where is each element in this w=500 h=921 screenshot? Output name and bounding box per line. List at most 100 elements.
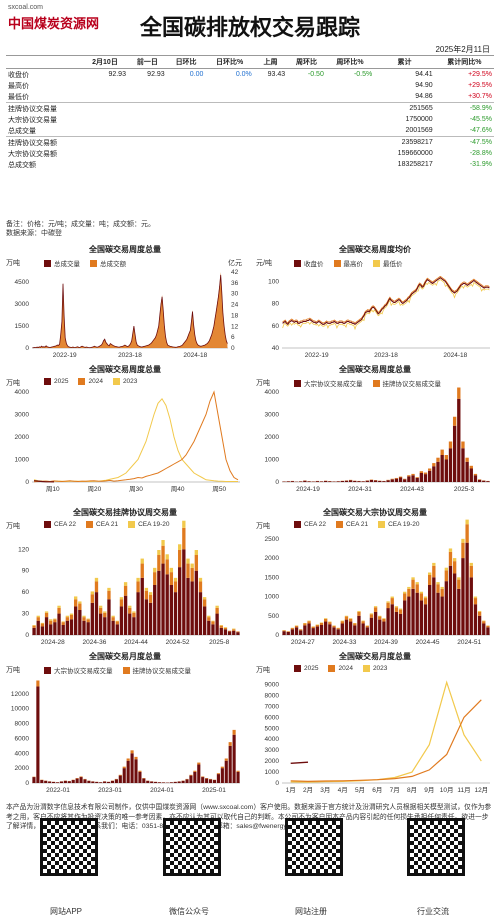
row-label: 最高价	[8, 82, 29, 90]
table-cell	[287, 91, 326, 103]
table-cell: +29.5%	[468, 71, 492, 78]
bar	[207, 617, 211, 621]
table-cell: 94.86	[415, 93, 433, 100]
table-cell: +30.7%	[468, 93, 492, 100]
table-cell	[326, 125, 374, 137]
x-tick-label: 2024-52	[166, 639, 190, 646]
bar	[82, 617, 86, 621]
table-cell: -28.8%	[469, 150, 492, 157]
y-tick-label: 120	[18, 546, 29, 553]
x-tick-label: 2月	[303, 786, 313, 794]
bar	[111, 615, 115, 618]
bar	[469, 577, 473, 635]
legend-swatch	[372, 379, 380, 387]
bar	[207, 620, 211, 635]
table-row: 总成交量 2001569 -47.6%	[6, 125, 494, 137]
table-cell: -0.50	[307, 71, 324, 78]
x-tick-label: 6月	[372, 786, 382, 794]
bar	[419, 471, 424, 473]
bar	[53, 619, 57, 623]
bar	[178, 567, 182, 635]
bar	[140, 577, 144, 635]
bar	[182, 520, 186, 528]
bar	[103, 611, 107, 613]
bar	[36, 617, 40, 621]
bar	[74, 599, 78, 607]
table-cell	[205, 103, 253, 115]
legend-entry: 大宗协议交易成交量	[44, 665, 113, 675]
bar	[224, 758, 228, 761]
bar	[390, 479, 394, 482]
bar	[398, 608, 403, 610]
bar	[194, 550, 198, 555]
bar	[61, 622, 65, 625]
bar	[415, 582, 419, 585]
bar	[232, 729, 236, 735]
bar	[457, 398, 461, 482]
bar	[348, 621, 353, 635]
bar	[477, 611, 482, 616]
chart-legend: 2025 2024 2023	[294, 665, 387, 672]
bar	[315, 624, 320, 627]
bar	[103, 781, 107, 783]
column-header: 累计同比%	[434, 55, 494, 69]
chart-title: 全国碳交易周度总量	[89, 365, 161, 374]
table-cell	[205, 125, 253, 137]
chart-svg: 0 30 60 90 120 2024-28 2024-36 2024-44 2024-52 20…	[18, 520, 240, 646]
x-tick-label: 4月	[338, 786, 348, 794]
legend-entry: 2024	[328, 665, 353, 672]
bar	[161, 540, 165, 546]
legend-label: 2025	[54, 378, 69, 385]
bar	[423, 596, 428, 599]
table-cell	[167, 159, 206, 170]
bar	[415, 477, 419, 482]
bar	[219, 625, 223, 626]
x-tick-label: 周30	[129, 485, 143, 493]
legend-swatch	[90, 259, 97, 267]
bar	[198, 577, 203, 582]
bar	[419, 593, 424, 601]
bar	[415, 584, 419, 593]
x-tick-label: 2023-01	[98, 787, 122, 794]
bar	[202, 599, 207, 607]
bar	[311, 626, 315, 629]
table-row: 收盘价 92.93 92.93 0.00 0.0% 93.43 -0.50 -0.5% 94.4…	[6, 69, 494, 81]
bar	[286, 631, 290, 632]
series-line	[282, 277, 490, 326]
bar	[378, 615, 382, 617]
bar	[382, 621, 386, 635]
bar	[201, 777, 205, 783]
column-header: 2月10日	[82, 55, 128, 69]
y-tick-label: 0	[25, 780, 29, 787]
table-cell: -47.6%	[469, 127, 492, 134]
bar	[118, 775, 122, 783]
table-row: 大宗协议交易量 1750000 -45.5%	[6, 114, 494, 125]
bar	[44, 611, 49, 613]
column-header: 前一日	[127, 55, 167, 69]
table-row: 挂牌协议交易量 251565 -58.9%	[6, 103, 494, 115]
table-cell	[254, 80, 287, 91]
bar	[123, 585, 128, 596]
bar	[361, 481, 365, 482]
bar	[215, 605, 219, 608]
bar	[373, 607, 378, 612]
bar	[473, 473, 478, 476]
bar	[201, 776, 205, 778]
bar	[144, 590, 149, 600]
bar	[324, 621, 328, 635]
bar	[32, 777, 36, 783]
bar	[382, 618, 386, 619]
table-cell	[254, 137, 287, 149]
bar	[403, 478, 407, 480]
x-tick-label: 10月	[440, 786, 454, 794]
bar	[44, 617, 49, 635]
bar	[348, 618, 353, 622]
bar	[365, 480, 369, 482]
chart-title: 全国碳交易周度均价	[339, 245, 411, 254]
bar	[236, 632, 240, 635]
bar	[103, 612, 107, 618]
table-cell	[167, 125, 206, 137]
table-cell	[205, 114, 253, 125]
column-header: 日环比%	[205, 55, 254, 69]
bar	[136, 581, 140, 593]
